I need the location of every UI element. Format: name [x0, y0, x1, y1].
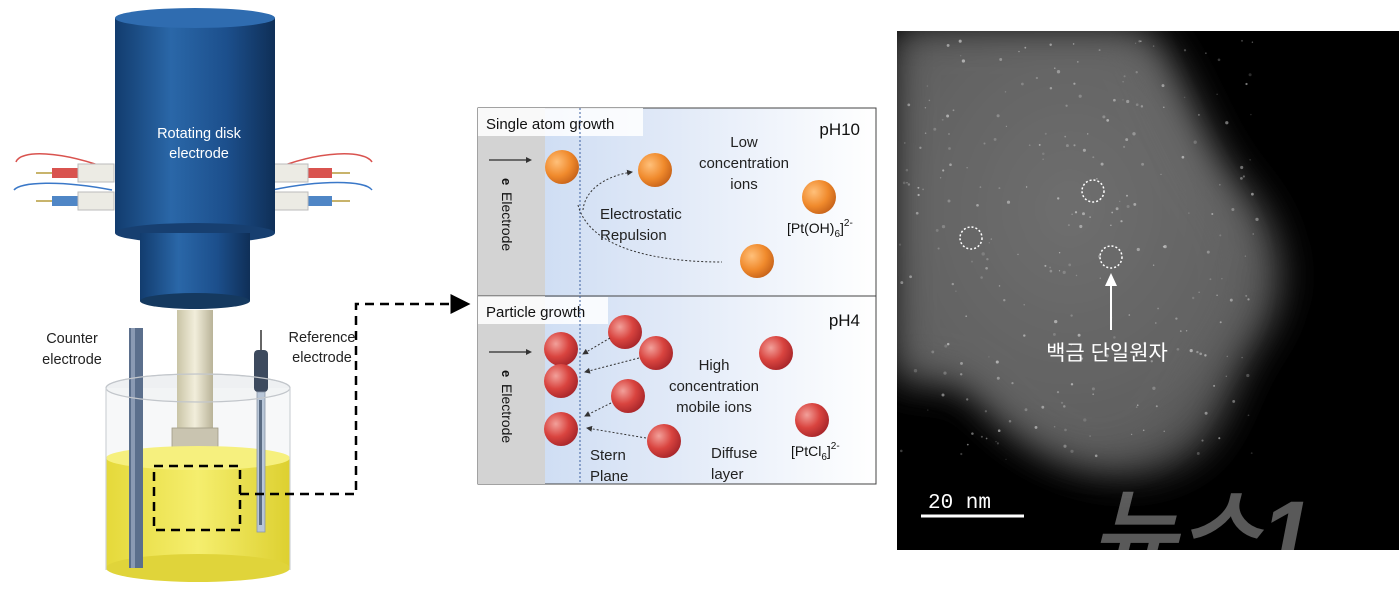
red-ion	[639, 336, 673, 370]
panel-bottom-electrode-label: Electrode	[499, 384, 515, 443]
diffuse-layer-line2: layer	[711, 466, 744, 483]
panel-bottom-ions-line3: mobile ions	[676, 399, 752, 416]
panel-top-repulsion-line2: Repulsion	[600, 227, 667, 244]
panel-bottom-title: Particle growth	[486, 304, 585, 321]
red-ion	[611, 379, 645, 413]
scale-bar-label: 20 nm	[928, 492, 991, 515]
diffuse-layer-line1: Diffuse	[711, 445, 757, 462]
panel-bottom-electrode-e: e	[499, 370, 514, 377]
rde-label-line2: electrode	[169, 146, 229, 162]
red-ion	[795, 403, 829, 437]
rde-label-line1: Rotating disk	[157, 126, 242, 142]
red-ion	[544, 332, 578, 366]
stern-plane-line2: Plane	[590, 468, 628, 485]
panel-bottom-ph: pH4	[829, 311, 860, 330]
panel-top-ph: pH10	[819, 120, 860, 139]
panel-top-title: Single atom growth	[486, 116, 614, 133]
news1-watermark: 뉴스1	[1092, 483, 1312, 585]
red-ion	[759, 336, 793, 370]
counter-electrode-rod	[129, 328, 143, 568]
orange-ion	[638, 153, 672, 187]
single-atom-circle	[959, 226, 983, 250]
pt-single-atom-annotation: 백금 단일원자	[1046, 342, 1168, 365]
panel-bottom-ions-line2: concentration	[669, 378, 759, 395]
single-atom-circle	[1099, 245, 1123, 269]
single-atom-circle	[1081, 179, 1105, 203]
panel-particle-growth: Particle growth pH4 e Electrode High con…	[477, 295, 877, 485]
panel-top-electrode-e: e	[499, 178, 514, 185]
connector-wires	[13, 153, 373, 211]
panel-top-electrode-label: Electrode	[499, 192, 515, 251]
rde-apparatus: Rotating disk electrode	[13, 8, 471, 582]
orange-ion	[545, 150, 579, 184]
atom-dots	[898, 39, 1259, 461]
species-pt-oh6: [Pt(OH)6]2-	[787, 218, 853, 240]
panel-top-ions-line1: Low	[730, 134, 758, 151]
red-ion	[608, 315, 642, 349]
zoom-connector-arrow	[240, 294, 471, 496]
panel-bottom-ions-line1: High	[699, 357, 730, 374]
reference-electrode-rod	[254, 330, 268, 533]
reference-electrode-label-line2: electrode	[292, 350, 352, 366]
tem-micrograph: 백금 단일원자 20 nm 뉴스1	[897, 31, 1399, 585]
counter-electrode-label-line2: electrode	[42, 352, 102, 368]
red-ion	[544, 364, 578, 398]
red-ion	[647, 424, 681, 458]
orange-ion	[802, 180, 836, 214]
counter-electrode-label-line1: Counter	[46, 331, 98, 347]
panel-single-atom-growth: Single atom growth pH10 e Electrode Low …	[477, 107, 877, 297]
red-ion	[544, 412, 578, 446]
panel-top-repulsion-line1: Electrostatic	[600, 206, 682, 223]
rotating-disk-electrode-body	[115, 8, 275, 309]
panel-top-ions-line3: ions	[730, 176, 758, 193]
stern-plane-line1: Stern	[590, 447, 626, 464]
orange-ion	[740, 244, 774, 278]
species-ptcl6: [PtCl6]2-	[791, 441, 840, 463]
panel-top-ions-line2: concentration	[699, 155, 789, 172]
reference-electrode-label-line1: Reference	[289, 330, 356, 346]
growth-schematic: Single atom growth pH10 e Electrode Low …	[477, 107, 877, 485]
